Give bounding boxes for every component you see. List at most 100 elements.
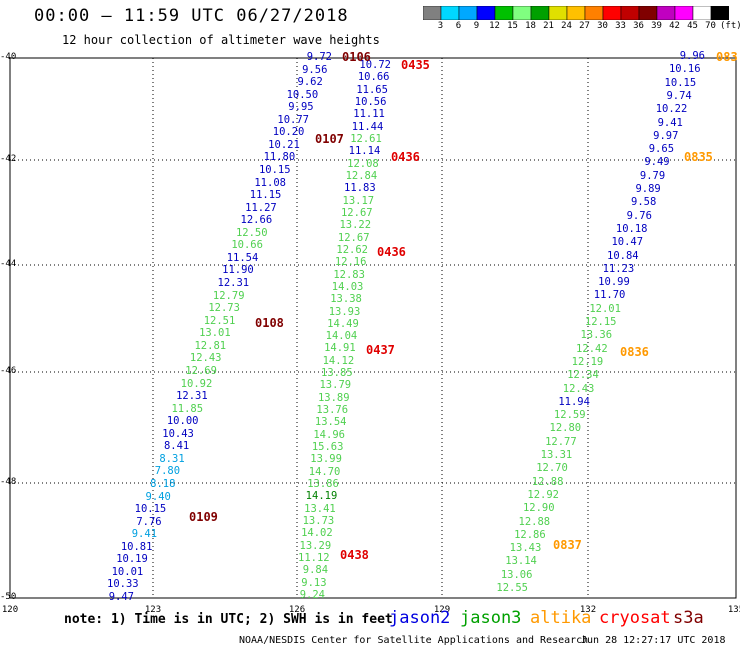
wave-height-value: 12.77 xyxy=(545,435,577,448)
pass-time-label: 0438 xyxy=(340,548,369,562)
latitude-label: -46 xyxy=(0,366,17,376)
wave-height-value: 11.54 xyxy=(226,251,259,264)
pass-time-label: 0109 xyxy=(189,510,218,524)
wave-height-value: 11.27 xyxy=(245,201,277,214)
wave-height-value: 10.15 xyxy=(134,503,167,516)
wave-height-value: 11.85 xyxy=(171,402,204,415)
wave-height-value: 12.69 xyxy=(185,364,217,377)
longitude-label: 132 xyxy=(579,605,597,615)
colorbar-label: 42 xyxy=(669,21,680,31)
wave-height-value: 11.80 xyxy=(263,151,296,164)
latitude-label: -48 xyxy=(0,477,17,487)
wave-height-value: 10.16 xyxy=(668,63,701,76)
wave-height-value: 10.92 xyxy=(180,377,213,390)
wave-height-value: 12.15 xyxy=(584,316,617,328)
wave-height-value: 9.96 xyxy=(679,50,705,62)
pass-time-label: 083 xyxy=(716,50,738,64)
wave-height-value: 14.19 xyxy=(305,490,338,503)
pass-time-label: 0837 xyxy=(553,538,582,552)
wave-height-value: 11.14 xyxy=(348,145,381,158)
pass-time-label: 0437 xyxy=(366,343,395,357)
page-subtitle: 12 hour collection of altimeter wave hei… xyxy=(62,33,380,47)
wave-height-value: 11.11 xyxy=(353,108,385,121)
pass-time-label: 0436 xyxy=(377,245,406,259)
satellite-legend-entry: jason2 xyxy=(389,608,451,628)
wave-height-value: 12.01 xyxy=(589,302,621,315)
wave-height-value: 12.79 xyxy=(212,289,245,302)
wave-height-value: 9.84 xyxy=(302,564,329,577)
latitude-label: -40 xyxy=(0,52,17,62)
wave-height-value: 11.15 xyxy=(249,189,282,202)
wave-height-value: 14.70 xyxy=(308,465,341,478)
wave-height-value: 11.94 xyxy=(558,395,590,408)
wave-height-value: 10.43 xyxy=(162,427,194,440)
wave-height-value: 9.97 xyxy=(653,129,679,142)
wave-height-value: 10.66 xyxy=(357,71,390,84)
longitude-label: 120 xyxy=(1,605,19,615)
wave-height-value: 12.43 xyxy=(562,382,595,395)
map-border xyxy=(9,57,737,599)
wave-height-value: 12.73 xyxy=(208,302,240,315)
wave-height-value: 9.47 xyxy=(108,591,134,603)
wave-height-value: 14.91 xyxy=(324,342,356,355)
wave-height-value: 9.49 xyxy=(644,156,670,169)
wave-height-value: 9.24 xyxy=(299,589,325,601)
wave-height-value: 12.19 xyxy=(571,355,604,368)
wave-height-value: 8.31 xyxy=(159,452,185,465)
grid-lines xyxy=(10,58,736,598)
pass-time-label: 0435 xyxy=(401,58,430,72)
wave-height-value: 9.41 xyxy=(131,528,158,541)
wave-height-value: 13.36 xyxy=(580,329,613,342)
wave-height-value: 10.50 xyxy=(286,88,319,101)
pass-time-label: 0436 xyxy=(391,150,420,164)
colorbar-label: 33 xyxy=(615,21,626,31)
wave-height-value: 9.62 xyxy=(297,76,323,89)
wave-height-value: 12.88 xyxy=(531,475,564,488)
colorbar-label: 45 xyxy=(687,21,698,31)
wave-height-value: 12.31 xyxy=(176,390,208,403)
wave-height-value: 13.93 xyxy=(328,305,361,318)
wave-height-value: 12.31 xyxy=(217,277,250,290)
latitude-label: -50 xyxy=(0,592,17,602)
wave-height-value: 9.65 xyxy=(648,143,675,156)
wave-height-value: 12.59 xyxy=(553,409,586,422)
longitude-label: 135 xyxy=(727,605,740,615)
wave-height-value: 10.77 xyxy=(277,113,309,126)
wave-height-value: 13.31 xyxy=(540,449,573,461)
pass-time-label: 0106 xyxy=(342,50,371,64)
wave-height-value: 12.66 xyxy=(240,214,273,227)
wave-height-value: 11.90 xyxy=(222,264,254,277)
wave-height-value: 12.83 xyxy=(333,268,365,281)
wave-height-value: 13.14 xyxy=(505,555,537,568)
wave-height-value: 10.56 xyxy=(354,95,387,108)
longitude-label: 123 xyxy=(144,605,162,615)
wave-height-value: 13.06 xyxy=(500,568,533,581)
wave-height-value: 12.43 xyxy=(189,352,222,365)
wave-height-value: 13.99 xyxy=(310,453,342,466)
wave-height-value: 8.41 xyxy=(163,440,190,453)
wave-height-value: 13.85 xyxy=(321,367,353,380)
wave-height-value: 12.80 xyxy=(549,422,582,435)
wave-height-value: 12.16 xyxy=(334,256,367,269)
wave-height-value: 10.47 xyxy=(611,236,644,249)
colorbar-label: 15 xyxy=(507,21,518,31)
wave-height-value: 9.41 xyxy=(657,116,683,129)
wave-height-value: 13.29 xyxy=(299,539,332,552)
wave-height-value: 10.21 xyxy=(268,138,300,151)
wave-height-value: 11.44 xyxy=(351,120,384,133)
satellite-legend-entry: jason3 xyxy=(460,608,522,628)
wave-height-value: 13.43 xyxy=(509,542,542,555)
wave-height-value: 12.92 xyxy=(527,488,559,501)
colorbar-label: 70 xyxy=(705,21,716,31)
credit-text: NOAA/NESDIS Center for Satellite Applica… xyxy=(239,635,589,646)
wave-height-value: 11.12 xyxy=(298,552,330,565)
wave-height-value: 10.66 xyxy=(231,239,263,252)
colorbar-label: 30 xyxy=(597,21,608,31)
wave-height-value: 10.20 xyxy=(272,126,305,139)
wave-height-value: 12.84 xyxy=(345,169,378,182)
longitude-label: 126 xyxy=(288,605,306,615)
wave-height-value: 14.02 xyxy=(301,527,333,540)
colorbar-labels: 3 6 9 12 15 18 21 24 27 30 33 36 39 42 45 70 (ft) xyxy=(423,21,740,33)
wave-height-value: 15.63 xyxy=(311,441,344,454)
wave-height-value: 13.73 xyxy=(302,515,335,528)
